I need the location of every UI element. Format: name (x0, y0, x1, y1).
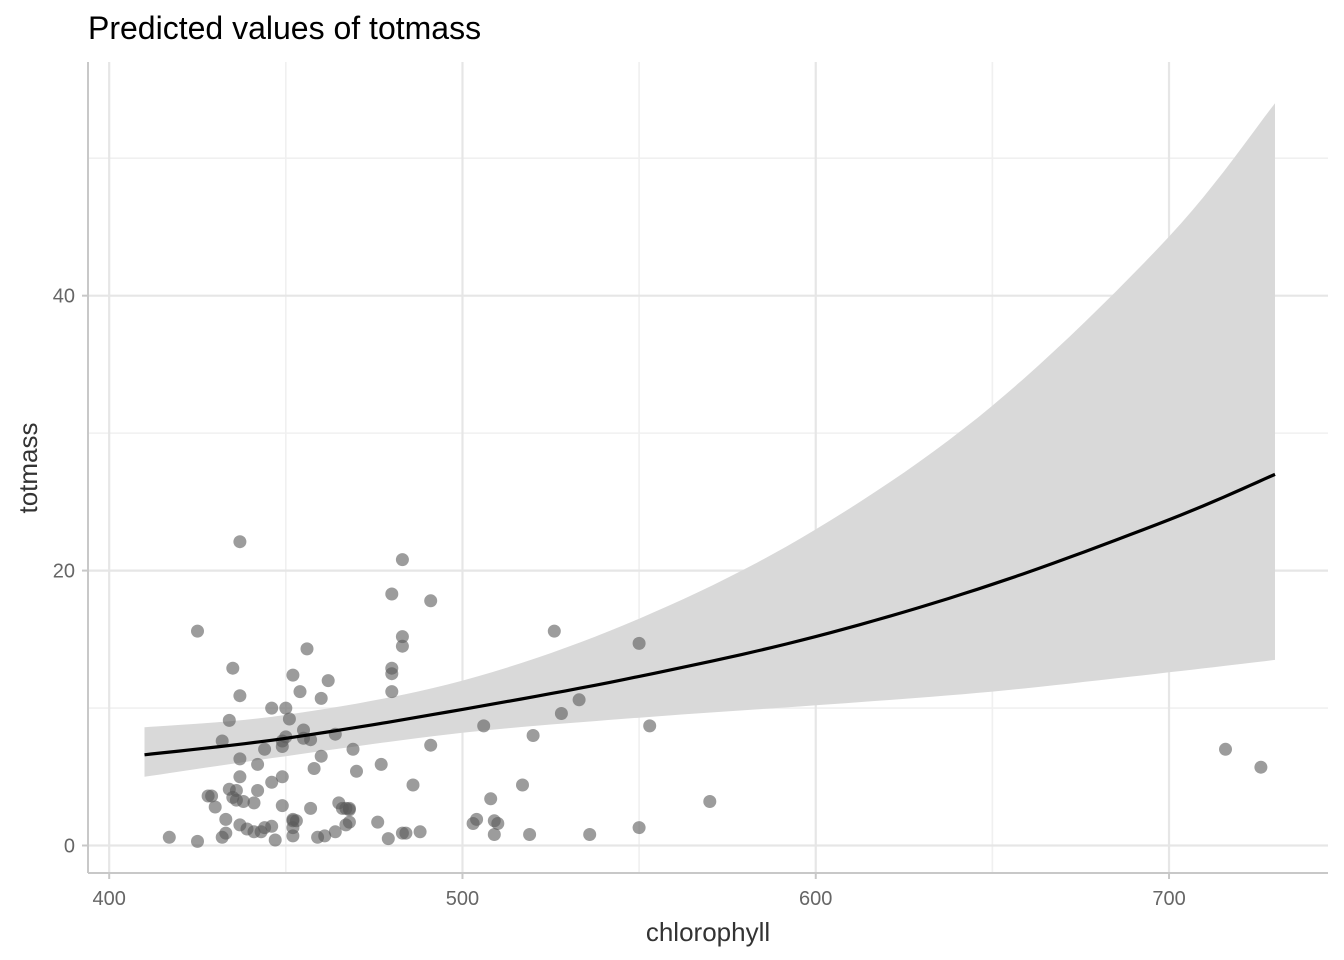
data-point (314, 749, 328, 763)
data-point (314, 691, 328, 705)
data-point (233, 752, 247, 766)
x-tick-label: 500 (446, 888, 479, 910)
data-point (236, 795, 250, 808)
data-point (233, 689, 247, 703)
x-axis-title: chlorophyll (646, 917, 770, 947)
data-point (229, 784, 243, 797)
data-point (300, 642, 314, 656)
confidence-band (144, 103, 1275, 777)
data-point (583, 828, 597, 841)
data-point (321, 674, 335, 688)
data-point (572, 693, 586, 707)
data-point (491, 817, 505, 830)
data-point (413, 825, 427, 839)
data-point (275, 799, 289, 813)
y-tick-label: 0 (64, 836, 75, 858)
data-point (318, 829, 332, 843)
prediction-line (144, 472, 1276, 757)
data-point (251, 757, 265, 771)
data-point (251, 784, 265, 797)
confidence-band-layer (144, 103, 1275, 777)
y-tick-label: 40 (53, 286, 75, 308)
axes (82, 62, 1328, 879)
data-point (201, 789, 215, 803)
data-point (265, 819, 279, 833)
chart-title: Predicted values of totmass (88, 10, 481, 46)
data-point (226, 661, 240, 675)
data-point (632, 821, 646, 835)
data-point (523, 828, 537, 841)
data-point (395, 630, 409, 644)
tick-labels: 400 500 600 700 0 20 40 (53, 286, 1186, 910)
data-point (265, 701, 279, 715)
data-point (350, 764, 363, 778)
data-point (526, 729, 540, 742)
data-point (643, 719, 657, 733)
data-point (208, 800, 222, 814)
data-point (470, 812, 484, 826)
x-tick-label: 700 (1152, 888, 1185, 910)
x-tick-label: 600 (799, 888, 832, 910)
data-point (258, 742, 272, 756)
data-point (233, 770, 247, 784)
data-point (381, 832, 395, 846)
data-point (222, 713, 236, 727)
data-point (424, 594, 438, 608)
data-point (554, 707, 568, 720)
data-point (516, 778, 529, 792)
data-point (395, 639, 409, 653)
data-point (424, 738, 438, 752)
data-point (703, 795, 717, 808)
data-point (632, 636, 646, 650)
data-point (275, 770, 289, 784)
data-point (286, 814, 300, 828)
data-point (1254, 760, 1268, 774)
data-point (374, 757, 388, 771)
x-tick-label: 400 (93, 888, 126, 910)
data-point (385, 667, 399, 681)
data-point (233, 535, 247, 549)
prediction-line-layer (144, 472, 1276, 757)
data-point (385, 685, 399, 699)
data-point (307, 762, 321, 775)
data-point (247, 796, 261, 810)
data-point (215, 734, 229, 748)
observation-points (162, 535, 1268, 848)
data-point (162, 830, 176, 844)
data-point (385, 587, 399, 601)
data-point (268, 833, 282, 847)
data-point (191, 834, 204, 848)
data-point (219, 826, 233, 840)
data-point (219, 812, 233, 826)
y-tick-label: 20 (53, 561, 75, 583)
data-point (191, 624, 204, 638)
data-point (293, 685, 307, 699)
data-point (279, 701, 293, 715)
data-point (395, 553, 409, 567)
data-point (346, 742, 360, 756)
y-axis-title: totmass (13, 422, 43, 513)
data-point (328, 825, 342, 839)
data-point (547, 624, 561, 638)
data-point (286, 668, 300, 682)
data-point (342, 803, 356, 817)
data-point (406, 778, 420, 792)
data-point (282, 712, 296, 726)
data-point (342, 815, 356, 829)
data-point (484, 792, 498, 806)
data-point (399, 826, 413, 840)
data-point (371, 815, 385, 829)
data-point (1219, 742, 1232, 756)
data-point (477, 719, 491, 733)
data-point (286, 829, 300, 843)
data-point (304, 801, 318, 815)
data-point (487, 828, 501, 841)
data-point (265, 775, 279, 789)
